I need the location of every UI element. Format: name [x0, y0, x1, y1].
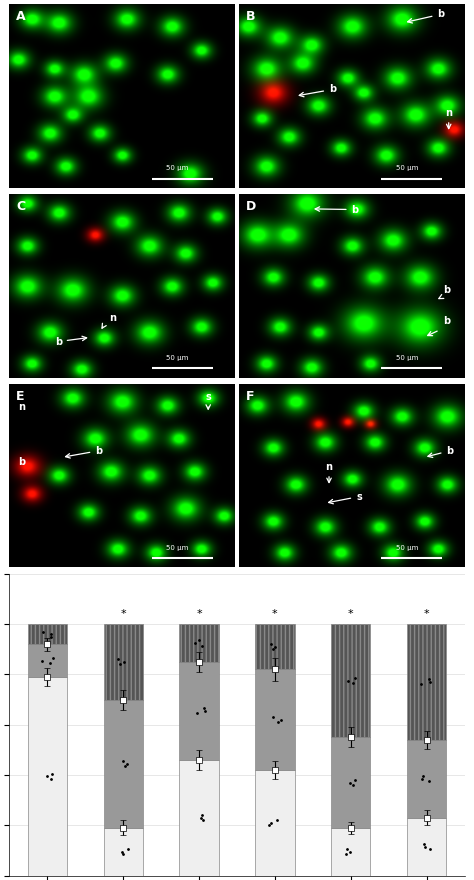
Text: n: n	[18, 402, 26, 413]
Bar	[179, 624, 219, 662]
Text: F: F	[246, 390, 254, 402]
Text: D: D	[246, 200, 255, 213]
Text: s: s	[205, 392, 211, 402]
Text: 50 μm: 50 μm	[396, 356, 418, 361]
Bar	[255, 770, 295, 876]
Bar	[331, 624, 371, 737]
Text: A: A	[16, 10, 26, 23]
Text: b: b	[315, 204, 359, 215]
Bar	[407, 624, 447, 740]
Bar	[179, 760, 219, 876]
Bar	[407, 740, 447, 818]
Bar	[103, 828, 143, 876]
Text: n: n	[326, 462, 333, 472]
Bar	[179, 662, 219, 760]
Text: b: b	[408, 9, 445, 23]
Bar	[103, 624, 143, 700]
Text: 50 μm: 50 μm	[396, 165, 418, 172]
Bar	[27, 677, 67, 876]
Text: *: *	[196, 609, 202, 620]
Bar	[331, 737, 371, 828]
Bar	[331, 828, 371, 876]
Text: C: C	[16, 200, 26, 213]
Text: *: *	[424, 609, 429, 620]
Text: n: n	[445, 108, 452, 118]
Text: 50 μm: 50 μm	[396, 545, 418, 551]
Text: b: b	[65, 446, 102, 458]
Text: B: B	[246, 10, 255, 23]
Text: b: b	[55, 336, 87, 347]
Text: b: b	[18, 458, 26, 467]
Text: 50 μm: 50 μm	[166, 165, 189, 172]
Text: n: n	[109, 312, 116, 323]
Text: 50 μm: 50 μm	[166, 356, 189, 361]
Bar	[27, 644, 67, 677]
Text: b: b	[443, 285, 450, 295]
Text: *: *	[272, 609, 278, 620]
Text: 50 μm: 50 μm	[166, 545, 189, 551]
Text: *: *	[348, 609, 354, 620]
Text: b: b	[428, 446, 454, 458]
Text: s: s	[328, 492, 362, 503]
Text: E: E	[16, 390, 25, 402]
Bar	[27, 624, 67, 644]
Bar	[255, 624, 295, 670]
Text: b: b	[299, 84, 336, 97]
Bar	[255, 670, 295, 770]
Text: *: *	[120, 609, 126, 620]
Text: b: b	[443, 316, 450, 326]
Bar	[103, 700, 143, 828]
Bar	[407, 818, 447, 876]
